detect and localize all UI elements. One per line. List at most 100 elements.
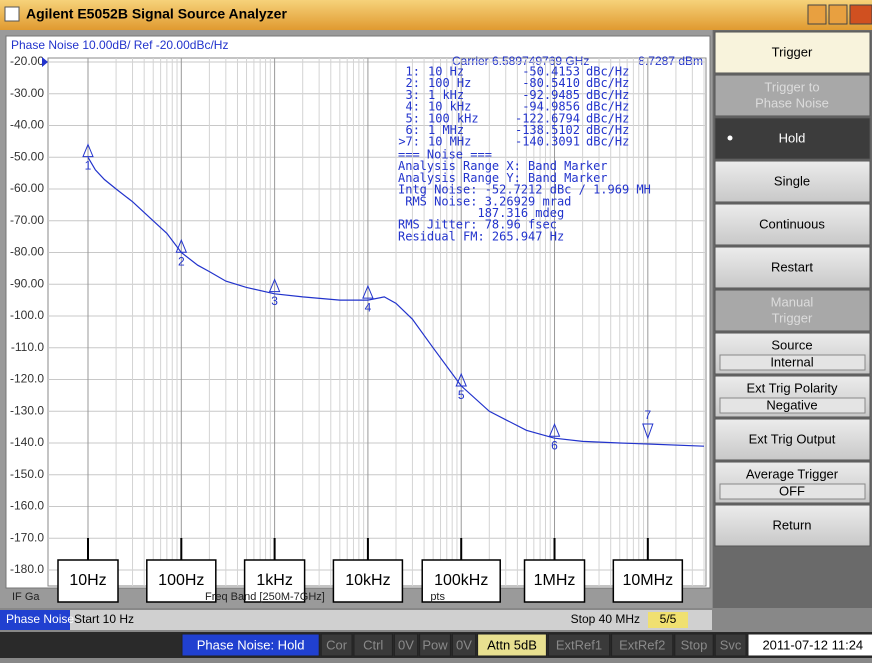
channel-mode-bg [0, 610, 70, 630]
marker [455, 372, 467, 387]
softkey-label: Phase Noise [755, 95, 829, 110]
y-tick-label: -70.00 [10, 213, 44, 227]
restore-button[interactable] [828, 4, 848, 25]
marker-value: -140.3091 [515, 135, 580, 149]
y-tick-label: -90.00 [10, 276, 44, 290]
marker-frequency: 100 Hz [428, 76, 471, 90]
y-tick-label: -40.00 [10, 118, 44, 132]
minimize-button[interactable] [807, 4, 827, 25]
softkey-setting-box [719, 354, 866, 371]
status-field [181, 633, 320, 657]
noise-annotation: 187.316 mdeg [398, 206, 564, 220]
status-text: 0V [398, 637, 414, 652]
softkey-label: Trigger to [764, 79, 819, 94]
softkey-setting: Internal [770, 354, 813, 369]
status-field [393, 633, 419, 657]
marker-unit: dBc/Hz [586, 65, 629, 79]
status-field [477, 633, 547, 657]
marker-row-label: 4: [406, 100, 420, 114]
noise-annotation: RMS Jitter: 78.96 fsec [398, 218, 557, 232]
marker-frequency: 1 kHz [428, 88, 464, 102]
window-title: Agilent E5052B Signal Source Analyzer [26, 6, 287, 22]
overlay: 10Hz 100Hz 1kHz 10kHz 100kHz 1MHz 10MHz [57, 538, 684, 603]
y-tick-label: -170.0 [10, 530, 44, 544]
softkey-setting-box [719, 397, 866, 414]
softkey-label: Ext Trig Output [749, 431, 836, 446]
status-text: 2011-07-12 11:24 [762, 637, 863, 652]
marker [362, 284, 374, 299]
callout-box [612, 559, 684, 603]
y-tick-label: -120.0 [10, 372, 44, 386]
stop-frequency: Stop 40 MHz [571, 612, 640, 626]
info-text: pts [430, 591, 445, 603]
callout-box [421, 559, 501, 603]
y-tick-label: -150.0 [10, 467, 44, 481]
softkey[interactable] [714, 504, 871, 547]
noise-annotation: RMS Noise: 3.26929 mrad [398, 194, 571, 208]
y-tick-label: -50.00 [10, 149, 44, 163]
softkey[interactable] [714, 246, 871, 289]
marker [268, 278, 281, 293]
status-text: Phase Noise: Hold [197, 637, 305, 652]
softkey[interactable] [714, 160, 871, 203]
marker-row-label: 5: [406, 111, 420, 125]
close-button[interactable] [849, 4, 872, 25]
status-field [674, 633, 714, 657]
softkey-label: Trigger [772, 310, 813, 325]
marker-unit: dBc/Hz [586, 88, 629, 102]
y-tick-label: -110.0 [11, 340, 44, 354]
marker-label: 3 [271, 294, 278, 308]
status-field [714, 633, 747, 657]
callout-box [523, 559, 586, 603]
selected-dot [727, 135, 733, 141]
noise-annotation: Analysis Range X: Band Marker [398, 159, 608, 173]
callout-label: 1kHz [256, 572, 292, 589]
y-tick-label: -160.0 [10, 499, 44, 513]
status-text: 0V [456, 637, 472, 652]
status-field [419, 633, 451, 657]
callout-label: 10Hz [69, 572, 106, 589]
softkey[interactable] [714, 31, 871, 74]
callout-label: 100Hz [158, 572, 204, 589]
page-indicator-bg [648, 612, 688, 628]
softkey-label: Return [772, 517, 811, 532]
noise-annotation: Intg Noise: -52.7212 dBc / 1.969 MH [398, 183, 651, 197]
marker-frequency: 1 MHz [428, 123, 464, 137]
softkey-label: Ext Trig Polarity [746, 380, 838, 395]
marker-row-label: >7: [398, 135, 420, 149]
callout-label: 10MHz [622, 572, 673, 589]
marker [82, 143, 94, 158]
callout-box [243, 559, 306, 603]
softkey-label: Continuous [759, 216, 825, 231]
plot: 1 1: 10 Hz -50.4153 dBc/Hz 2 2: 100 Hz -80.5410 d… [82, 65, 705, 452]
start-frequency: Start 10 Hz [74, 612, 134, 626]
marker-frequency: 10 kHz [428, 100, 471, 114]
noise-annotation: === Noise === [398, 148, 492, 162]
softkey [714, 289, 871, 332]
softkey-setting: Negative [766, 397, 817, 412]
softkey[interactable] [714, 418, 871, 461]
marker-label: 6 [551, 438, 558, 452]
softkey[interactable] [714, 203, 871, 246]
marker-unit: dBc/Hz [586, 123, 629, 137]
softkey [714, 74, 871, 117]
marker-frequency: 10 Hz [428, 65, 464, 79]
callout-box [146, 559, 217, 603]
softkey-label: Restart [771, 259, 813, 274]
marker-value: -50.4153 [522, 65, 580, 79]
app-icon [4, 6, 20, 22]
status-text: ExtRef2 [619, 637, 665, 652]
y-tick-label: -20.00 [10, 54, 44, 68]
status-field [353, 633, 393, 657]
plot-frame [47, 57, 707, 587]
status-field [451, 633, 477, 657]
status-field [747, 633, 872, 657]
marker-label: 2 [178, 254, 185, 268]
softkey-label: Source [771, 337, 812, 352]
callout-label: 1MHz [534, 572, 576, 589]
softkey[interactable] [714, 117, 871, 160]
y-tick-label: -80.00 [10, 245, 44, 259]
softkey-label: Average Trigger [746, 466, 839, 481]
marker-row-label: 2: [406, 76, 420, 90]
